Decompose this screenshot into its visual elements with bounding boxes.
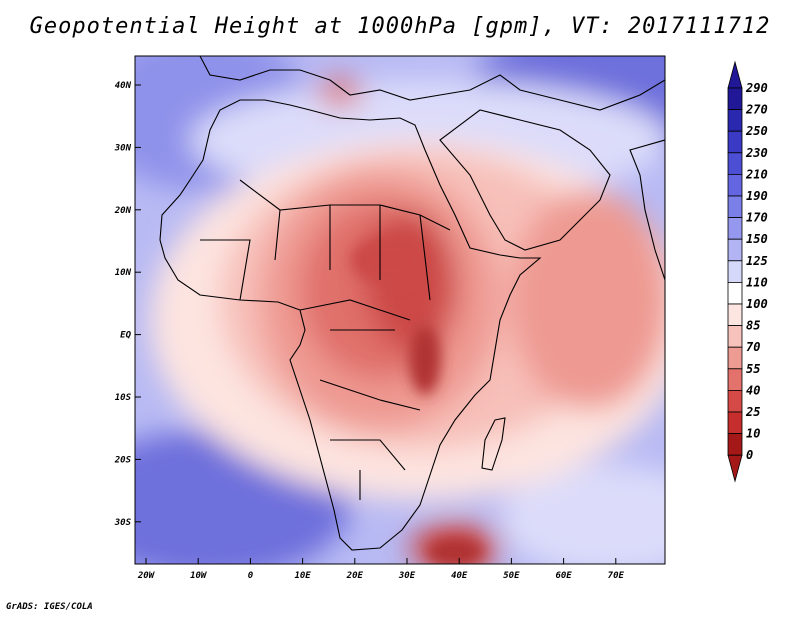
map-field (135, 56, 665, 564)
colorbar-swatch (727, 433, 743, 456)
colorbar-swatch (727, 109, 743, 132)
colorbar-level-label: 25 (745, 405, 760, 419)
europe-coastline (199, 56, 665, 111)
colorbar-level-label: 110 (746, 275, 768, 289)
lon-tick-label: 0 (248, 571, 254, 581)
lat-tick-label: EQ (120, 331, 131, 341)
lon-tick-label: 20W (137, 571, 156, 581)
arabia-coastline (439, 109, 611, 251)
colorbar-level-label: 250 (745, 124, 768, 138)
lon-tick-label: 10E (294, 571, 311, 581)
colorbar-level-label: 0 (746, 448, 753, 462)
colorbar-level-label: 150 (746, 232, 768, 246)
lon-tick-label: 10W (190, 571, 208, 581)
colorbar-level-label: 290 (745, 81, 768, 95)
colorbar-top-arrow (727, 60, 743, 89)
lat-tick-label: 30N (114, 143, 132, 153)
lat-tick-label: 20N (114, 206, 132, 216)
field-cores (350, 235, 483, 564)
colorbar-level-label: 170 (746, 211, 768, 225)
colorbar-level-label: 190 (746, 189, 768, 203)
field-red-mid-east (510, 190, 665, 410)
colorbar-level-label: 230 (745, 146, 768, 160)
colorbar-swatch (727, 87, 743, 111)
colorbar-level-label: 55 (746, 362, 760, 376)
longitude-axis: 20W 10W 0 10E 20E 30E 40E 50E 60E 70E (137, 558, 625, 581)
colorbar-swatch (727, 238, 743, 262)
colorbar-swatch (727, 281, 743, 305)
lon-tick-label: 60E (555, 571, 572, 581)
field-core-sahel (350, 235, 430, 285)
colorbar-swatch (727, 303, 743, 327)
grads-credit: GrADS: IGES/COLA (6, 602, 93, 612)
colorbar-swatch (727, 389, 743, 413)
lon-tick-label: 70E (608, 571, 625, 581)
lat-tick-label: 10N (115, 268, 132, 278)
colorbar-swatch (727, 173, 743, 197)
latitude-axis: 40N 30N 20N 10N EQ 10S 20S 30S (114, 81, 141, 528)
colorbar-level-label: 125 (746, 254, 768, 268)
colorbar-swatch (727, 152, 743, 175)
colorbar-level-label: 85 (746, 319, 760, 333)
lat-tick-label: 10S (115, 393, 132, 403)
africa-coastline (159, 99, 542, 551)
lat-tick-label: 20S (114, 455, 132, 465)
colorbar-level-label: 70 (746, 340, 760, 354)
lat-tick-label: 40N (115, 81, 132, 91)
field-blue-southeast (500, 465, 665, 564)
colorbar-level-label: 40 (746, 383, 760, 397)
colorbar-swatch (727, 411, 743, 435)
map-title: Geopotential Height at 1000hPa [gpm], VT… (29, 14, 771, 39)
lon-tick-label: 40E (451, 571, 468, 581)
lon-tick-label: 50E (503, 571, 520, 581)
colorbar-swatch (727, 130, 743, 154)
coastlines-and-borders (159, 56, 665, 551)
lon-tick-label: 30E (398, 571, 416, 581)
lon-tick-label: 20E (346, 571, 364, 581)
field-core-rift (409, 325, 441, 395)
map-frame (134, 55, 666, 565)
colorbar-swatch (727, 368, 743, 391)
colorbar-level-label: 10 (746, 427, 760, 441)
field-red-mediterranean (318, 78, 362, 106)
colorbar-bottom-arrow (727, 454, 743, 483)
colorbar-swatch (727, 260, 743, 283)
colorbar-swatch (727, 325, 743, 348)
india-coastline (629, 139, 665, 281)
colorbar-swatch (727, 346, 743, 370)
colorbar-swatch (727, 217, 743, 240)
colorbar-level-label: 100 (746, 297, 768, 311)
field-core-south-low (427, 538, 483, 564)
lat-tick-label: 30S (114, 518, 132, 528)
colorbar-level-label: 270 (745, 103, 768, 117)
madagascar-coastline (481, 417, 506, 471)
colorbar: 2902702502302101901701501251101008570554… (727, 60, 768, 483)
colorbar-swatch (727, 195, 743, 219)
interior-borders (200, 179, 451, 500)
colorbar-level-label: 210 (745, 167, 768, 181)
